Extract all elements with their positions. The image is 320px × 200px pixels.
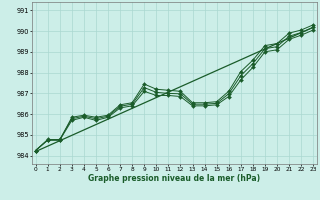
X-axis label: Graphe pression niveau de la mer (hPa): Graphe pression niveau de la mer (hPa) — [88, 174, 260, 183]
